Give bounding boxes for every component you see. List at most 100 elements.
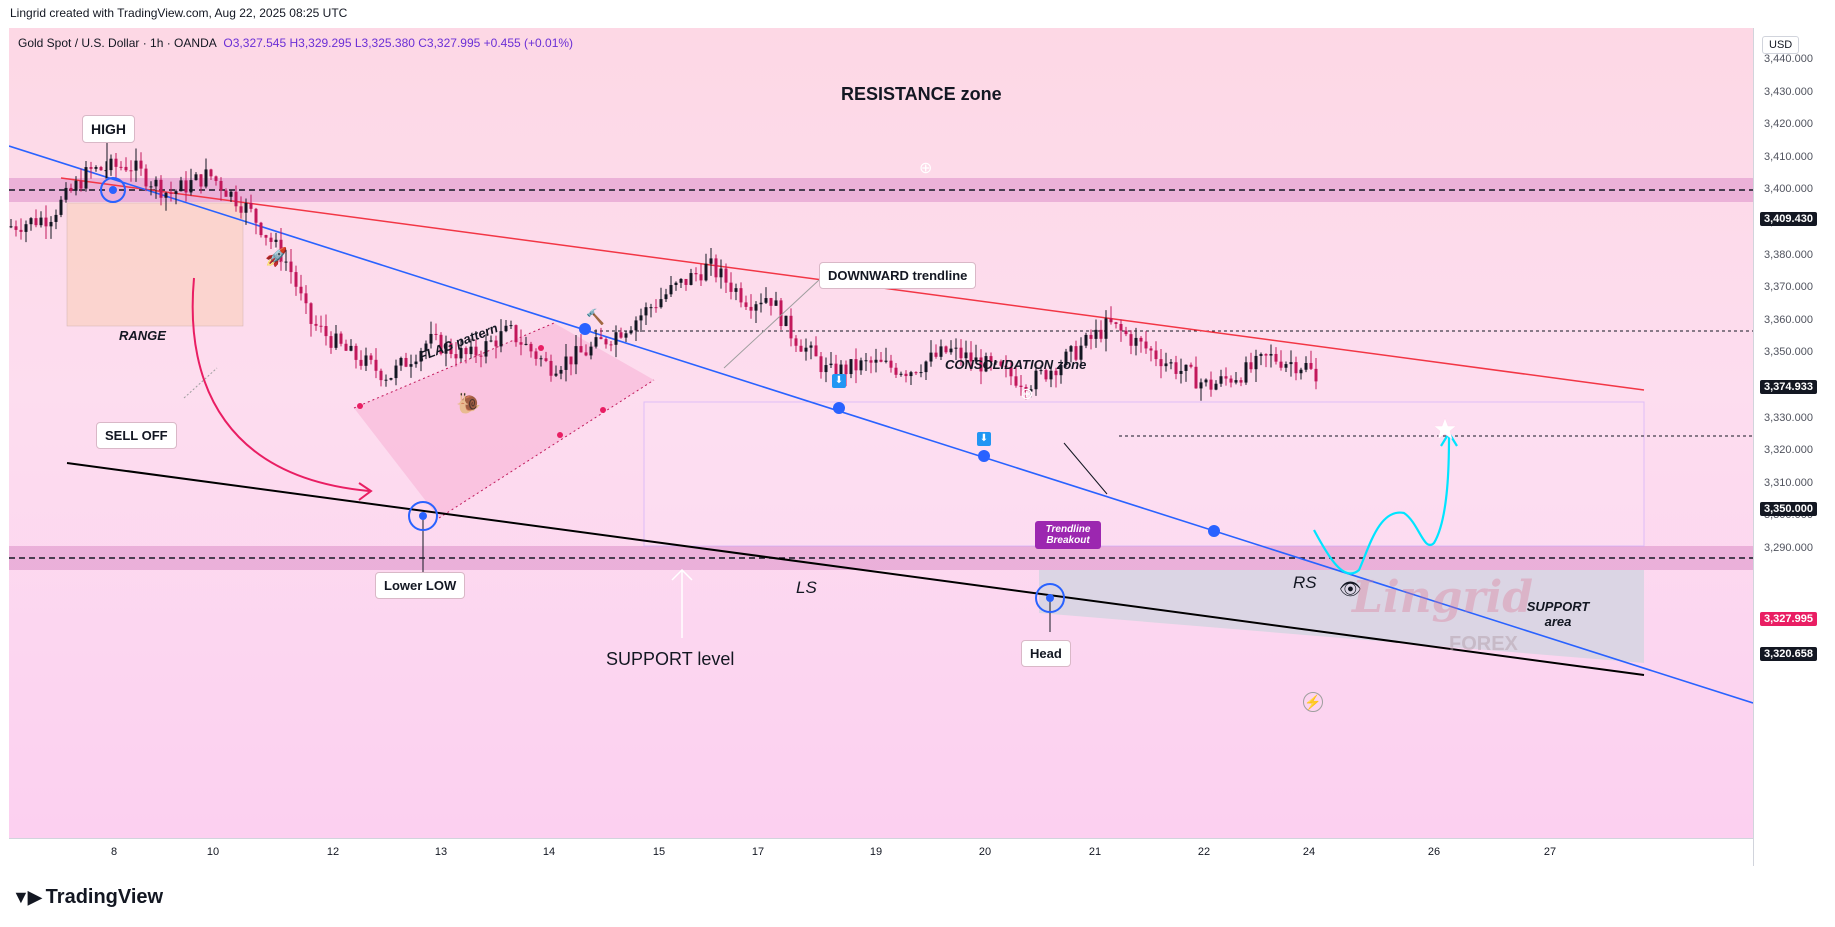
candle-body xyxy=(834,363,838,378)
candle-body xyxy=(339,333,343,344)
candle-body xyxy=(279,239,283,263)
candle-body xyxy=(919,372,923,374)
currency-label[interactable]: USD xyxy=(1762,36,1800,54)
tradingview-logo[interactable]: ▼▶ TradingView xyxy=(12,886,163,909)
lingrid-watermark: Lingrid xyxy=(1352,572,1534,623)
price-tick-label: 3,350.000 xyxy=(1764,346,1813,359)
candle-body xyxy=(694,273,698,275)
candle-body xyxy=(444,343,448,354)
candle-body xyxy=(914,372,918,374)
candle-body xyxy=(529,343,533,352)
candle-body xyxy=(1159,359,1163,367)
candle-body xyxy=(1239,380,1243,383)
candle-body xyxy=(514,325,518,343)
candle-body xyxy=(674,282,678,286)
price-scale[interactable]: USD 3,440.000 3,430.000 3,420.000 3,410.000… xyxy=(1753,28,1835,866)
hammer-icon: 🔨 xyxy=(586,309,605,326)
price-tick-label: 3,420.000 xyxy=(1764,118,1813,131)
candle-body xyxy=(1009,366,1013,377)
candle-body xyxy=(859,360,863,371)
candle-body xyxy=(479,355,483,357)
candle-body xyxy=(64,187,68,200)
lightning-icon[interactable]: ⚡ xyxy=(1303,692,1323,712)
candle-body xyxy=(349,345,353,351)
candle-body xyxy=(884,360,888,362)
price-tick-label: 3,380.000 xyxy=(1764,248,1813,261)
candle-body xyxy=(209,169,213,177)
download-marker-icon[interactable]: ⬇ xyxy=(977,432,991,446)
ls-label: LS xyxy=(796,578,817,597)
candle-body xyxy=(1189,364,1193,367)
candle-body xyxy=(964,352,968,359)
time-axis[interactable]: 8 10 12 13 14 15 17 19 20 21 22 24 26 27 xyxy=(9,838,1753,867)
candle-body xyxy=(274,239,278,242)
candle-body xyxy=(1179,370,1183,374)
chart-canvas[interactable] xyxy=(9,28,1753,838)
candle-body xyxy=(1034,370,1038,390)
candle-body xyxy=(94,167,98,169)
candle-body xyxy=(819,356,823,373)
candle-body xyxy=(1039,370,1043,372)
lower-low-pivot-circle xyxy=(408,501,438,531)
price-tick-label: 3,290.000 xyxy=(1764,542,1813,554)
candle-body xyxy=(809,345,813,348)
price-tick-label: 3,360.000 xyxy=(1764,313,1813,326)
candle-body xyxy=(1224,376,1228,379)
candle-body xyxy=(854,359,858,371)
candle-body xyxy=(139,160,143,169)
candle-body xyxy=(1214,383,1218,390)
candle-body xyxy=(359,359,363,366)
candle-body xyxy=(1264,354,1268,356)
candle-body xyxy=(1269,353,1273,356)
candle-body xyxy=(824,365,828,373)
candle-body xyxy=(649,307,653,309)
candle-body xyxy=(374,359,378,371)
price-tick-label: 3,330.000 xyxy=(1764,411,1813,424)
candle-body xyxy=(624,333,628,338)
candle-body xyxy=(989,356,993,363)
candle-body xyxy=(754,304,758,311)
candle-body xyxy=(14,226,18,230)
candle-body xyxy=(284,261,288,263)
ohlc-values: O3,327.545 H3,329.295 L3,325.380 C3,327.… xyxy=(223,36,574,50)
chart-area[interactable]: HIGH RANGE SELL OFF FLAG pattern DOWNWAR… xyxy=(9,28,1753,838)
candle-body xyxy=(794,338,798,346)
candle-body xyxy=(509,325,513,327)
candle-body xyxy=(384,379,388,381)
candle-body xyxy=(1084,334,1088,346)
time-tick-label: 27 xyxy=(1543,846,1557,858)
candle-body xyxy=(1054,370,1058,376)
download-marker-icon[interactable]: ⬇ xyxy=(832,374,846,388)
candle-body xyxy=(1059,365,1063,376)
support-area xyxy=(1039,570,1644,663)
range-box xyxy=(66,202,244,327)
candle-body xyxy=(1274,353,1278,362)
candle-body xyxy=(879,359,883,362)
symbol-legend[interactable]: Gold Spot / U.S. Dollar · 1h · OANDA O3,… xyxy=(18,36,573,50)
candle-body xyxy=(769,298,773,306)
candle-body xyxy=(399,357,403,366)
candle-body xyxy=(184,180,188,193)
candle-body xyxy=(679,278,683,283)
candle-body xyxy=(539,358,543,360)
candle-body xyxy=(54,214,58,222)
candle-body xyxy=(924,361,928,373)
time-tick-label: 10 xyxy=(206,846,220,858)
candle-body xyxy=(414,361,418,365)
consolidation-top-price-tag: 3,350.000 xyxy=(1760,502,1817,516)
resistance-price-tag: 3,409.430 xyxy=(1760,212,1817,226)
candle-body xyxy=(129,170,133,172)
candle-body xyxy=(929,352,933,362)
candle-body xyxy=(19,229,23,232)
candle-body xyxy=(174,191,178,194)
candle-body xyxy=(449,343,453,355)
candle-body xyxy=(534,351,538,359)
candle-body xyxy=(1164,363,1168,367)
candle-body xyxy=(1204,379,1208,383)
candle-body xyxy=(959,347,963,359)
high-label: HIGH xyxy=(82,115,135,143)
candle-body xyxy=(464,348,468,355)
candle-body xyxy=(554,373,558,376)
candle-body xyxy=(719,268,723,278)
candle-body xyxy=(204,169,208,187)
